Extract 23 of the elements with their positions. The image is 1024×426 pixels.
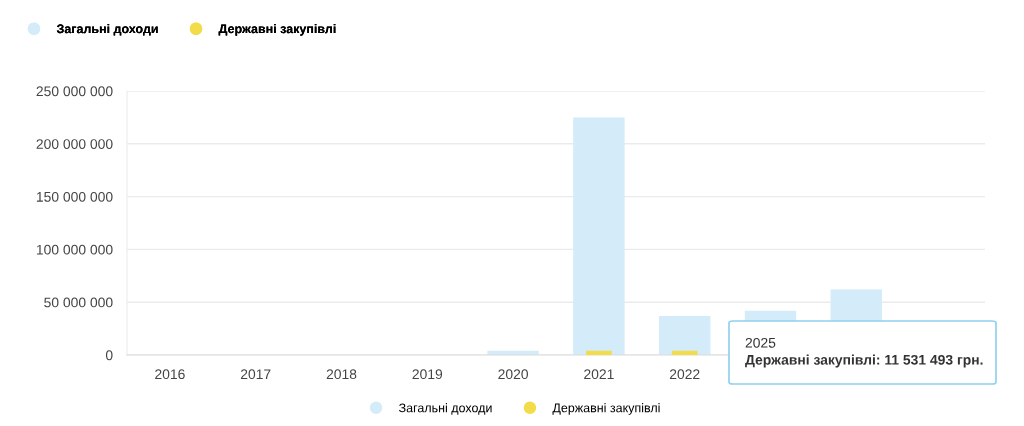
x-tick-label: 2017 xyxy=(240,369,271,380)
bar xyxy=(658,315,711,355)
annotation: Державні закупівлі: 11 531 493 грн. xyxy=(745,354,983,368)
y-tick-label: 50 000 000 xyxy=(44,297,113,308)
y-tick-label: 250 000 000 xyxy=(36,86,113,97)
x-tick-label: 2022 xyxy=(669,369,700,380)
y-tick-label: 150 000 000 xyxy=(36,191,113,202)
bar xyxy=(671,350,698,355)
x-tick-label: 2020 xyxy=(498,369,529,380)
y-tick-label: 200 000 000 xyxy=(36,139,113,149)
text: Державні закупівлі xyxy=(218,24,336,36)
x-tick-label: 2021 xyxy=(584,369,614,380)
y-tick-label: 0 xyxy=(105,350,113,361)
legend-label: Загальні доходи xyxy=(398,403,492,415)
text: Загальні доходи xyxy=(56,24,158,36)
legend-label: Державні закупівлі xyxy=(552,403,660,415)
x-tick-label: 2016 xyxy=(155,369,185,380)
annotation: 2025 xyxy=(745,337,776,348)
x-tick-label: 2018 xyxy=(326,369,357,380)
y-tick-label: 100 000 000 xyxy=(36,244,113,255)
x-tick-label: 2019 xyxy=(412,369,443,380)
bar xyxy=(573,117,625,355)
bar xyxy=(586,350,612,355)
